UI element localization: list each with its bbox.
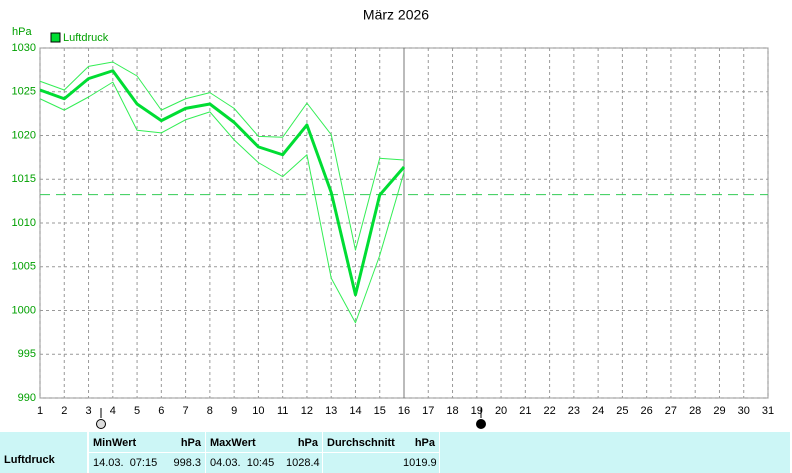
max-line [39,61,405,251]
stat-time [323,453,399,473]
stat-time: 04.03. 10:45 [206,453,282,473]
x-tick-label: 1 [37,405,43,417]
y-tick-label: 995 [18,348,36,360]
x-tick-label: 2 [61,405,67,417]
x-tick-label: 6 [158,405,164,417]
y-tick-label: 1015 [12,173,36,185]
stat-unit: hPa [165,432,205,452]
x-tick-label: 12 [301,405,313,417]
y-tick-label: 1010 [12,217,36,229]
y-tick-label: 990 [18,392,36,404]
x-tick-label: 28 [689,405,701,417]
legend-label: Luftdruck [63,32,109,44]
x-tick-label: 14 [349,405,361,417]
stat-value: 998.3 [165,453,205,473]
stat-value: 1019.9 [399,453,439,473]
y-tick-label: 1020 [12,129,36,141]
x-tick-label: 10 [252,405,264,417]
x-tick-label: 20 [495,405,507,417]
x-tick-label: 21 [519,405,531,417]
y-tick-label: 1030 [12,42,36,54]
x-tick-label: 25 [616,405,628,417]
stats-label: Luftdruck [0,432,87,473]
x-tick-label: 4 [110,405,116,417]
x-tick-label: 8 [207,405,213,417]
x-tick-label: 17 [422,405,434,417]
y-tick-label: 1025 [12,86,36,98]
x-tick-label: 16 [398,405,410,417]
x-tick-label: 30 [738,405,750,417]
y-unit: hPa [12,26,32,38]
x-tick-label: 15 [374,405,386,417]
chart: März 2026 hPa Luftdruck 990 995 1000 1005 10… [12,7,774,429]
x-tick-label: 5 [134,405,140,417]
x-tick-label: 9 [231,405,237,417]
x-tick-label: 27 [665,405,677,417]
min-line [39,81,405,324]
moon-icon [476,419,486,429]
legend-swatch [50,32,61,43]
stat-time: 14.03. 07:15 [89,453,165,473]
x-tick-label: 29 [713,405,725,417]
x-tick-label: 7 [183,405,189,417]
x-tick-label: 13 [325,405,337,417]
x-tick-label: 26 [641,405,653,417]
x-tick-label: 19 [471,405,483,417]
x-tick-label: 22 [543,405,555,417]
stat-filler [440,432,790,473]
x-tick-label: 24 [592,405,604,417]
stat-unit: hPa [282,432,322,452]
stat-value: 1028.4 [282,453,322,473]
x-tick-label: 31 [762,405,774,417]
moon-icon [96,419,106,429]
chart-title: März 2026 [363,7,429,23]
stats-table: Luftdruck MinWert hPa 14.03. 07:15 998.3 Max… [0,432,792,473]
stat-unit: hPa [399,432,439,452]
y-tick-label: 1005 [12,261,36,273]
stat-name: MaxWert [206,432,282,452]
x-tick-label: 3 [85,405,91,417]
x-tick-label: 18 [446,405,458,417]
y-tick-label: 1000 [12,304,36,316]
mean-line [39,69,406,297]
stat-name: Durchschnitt [323,432,399,452]
x-tick-label: 11 [277,405,288,417]
stat-name: MinWert [89,432,165,452]
x-tick-label: 23 [568,405,580,417]
